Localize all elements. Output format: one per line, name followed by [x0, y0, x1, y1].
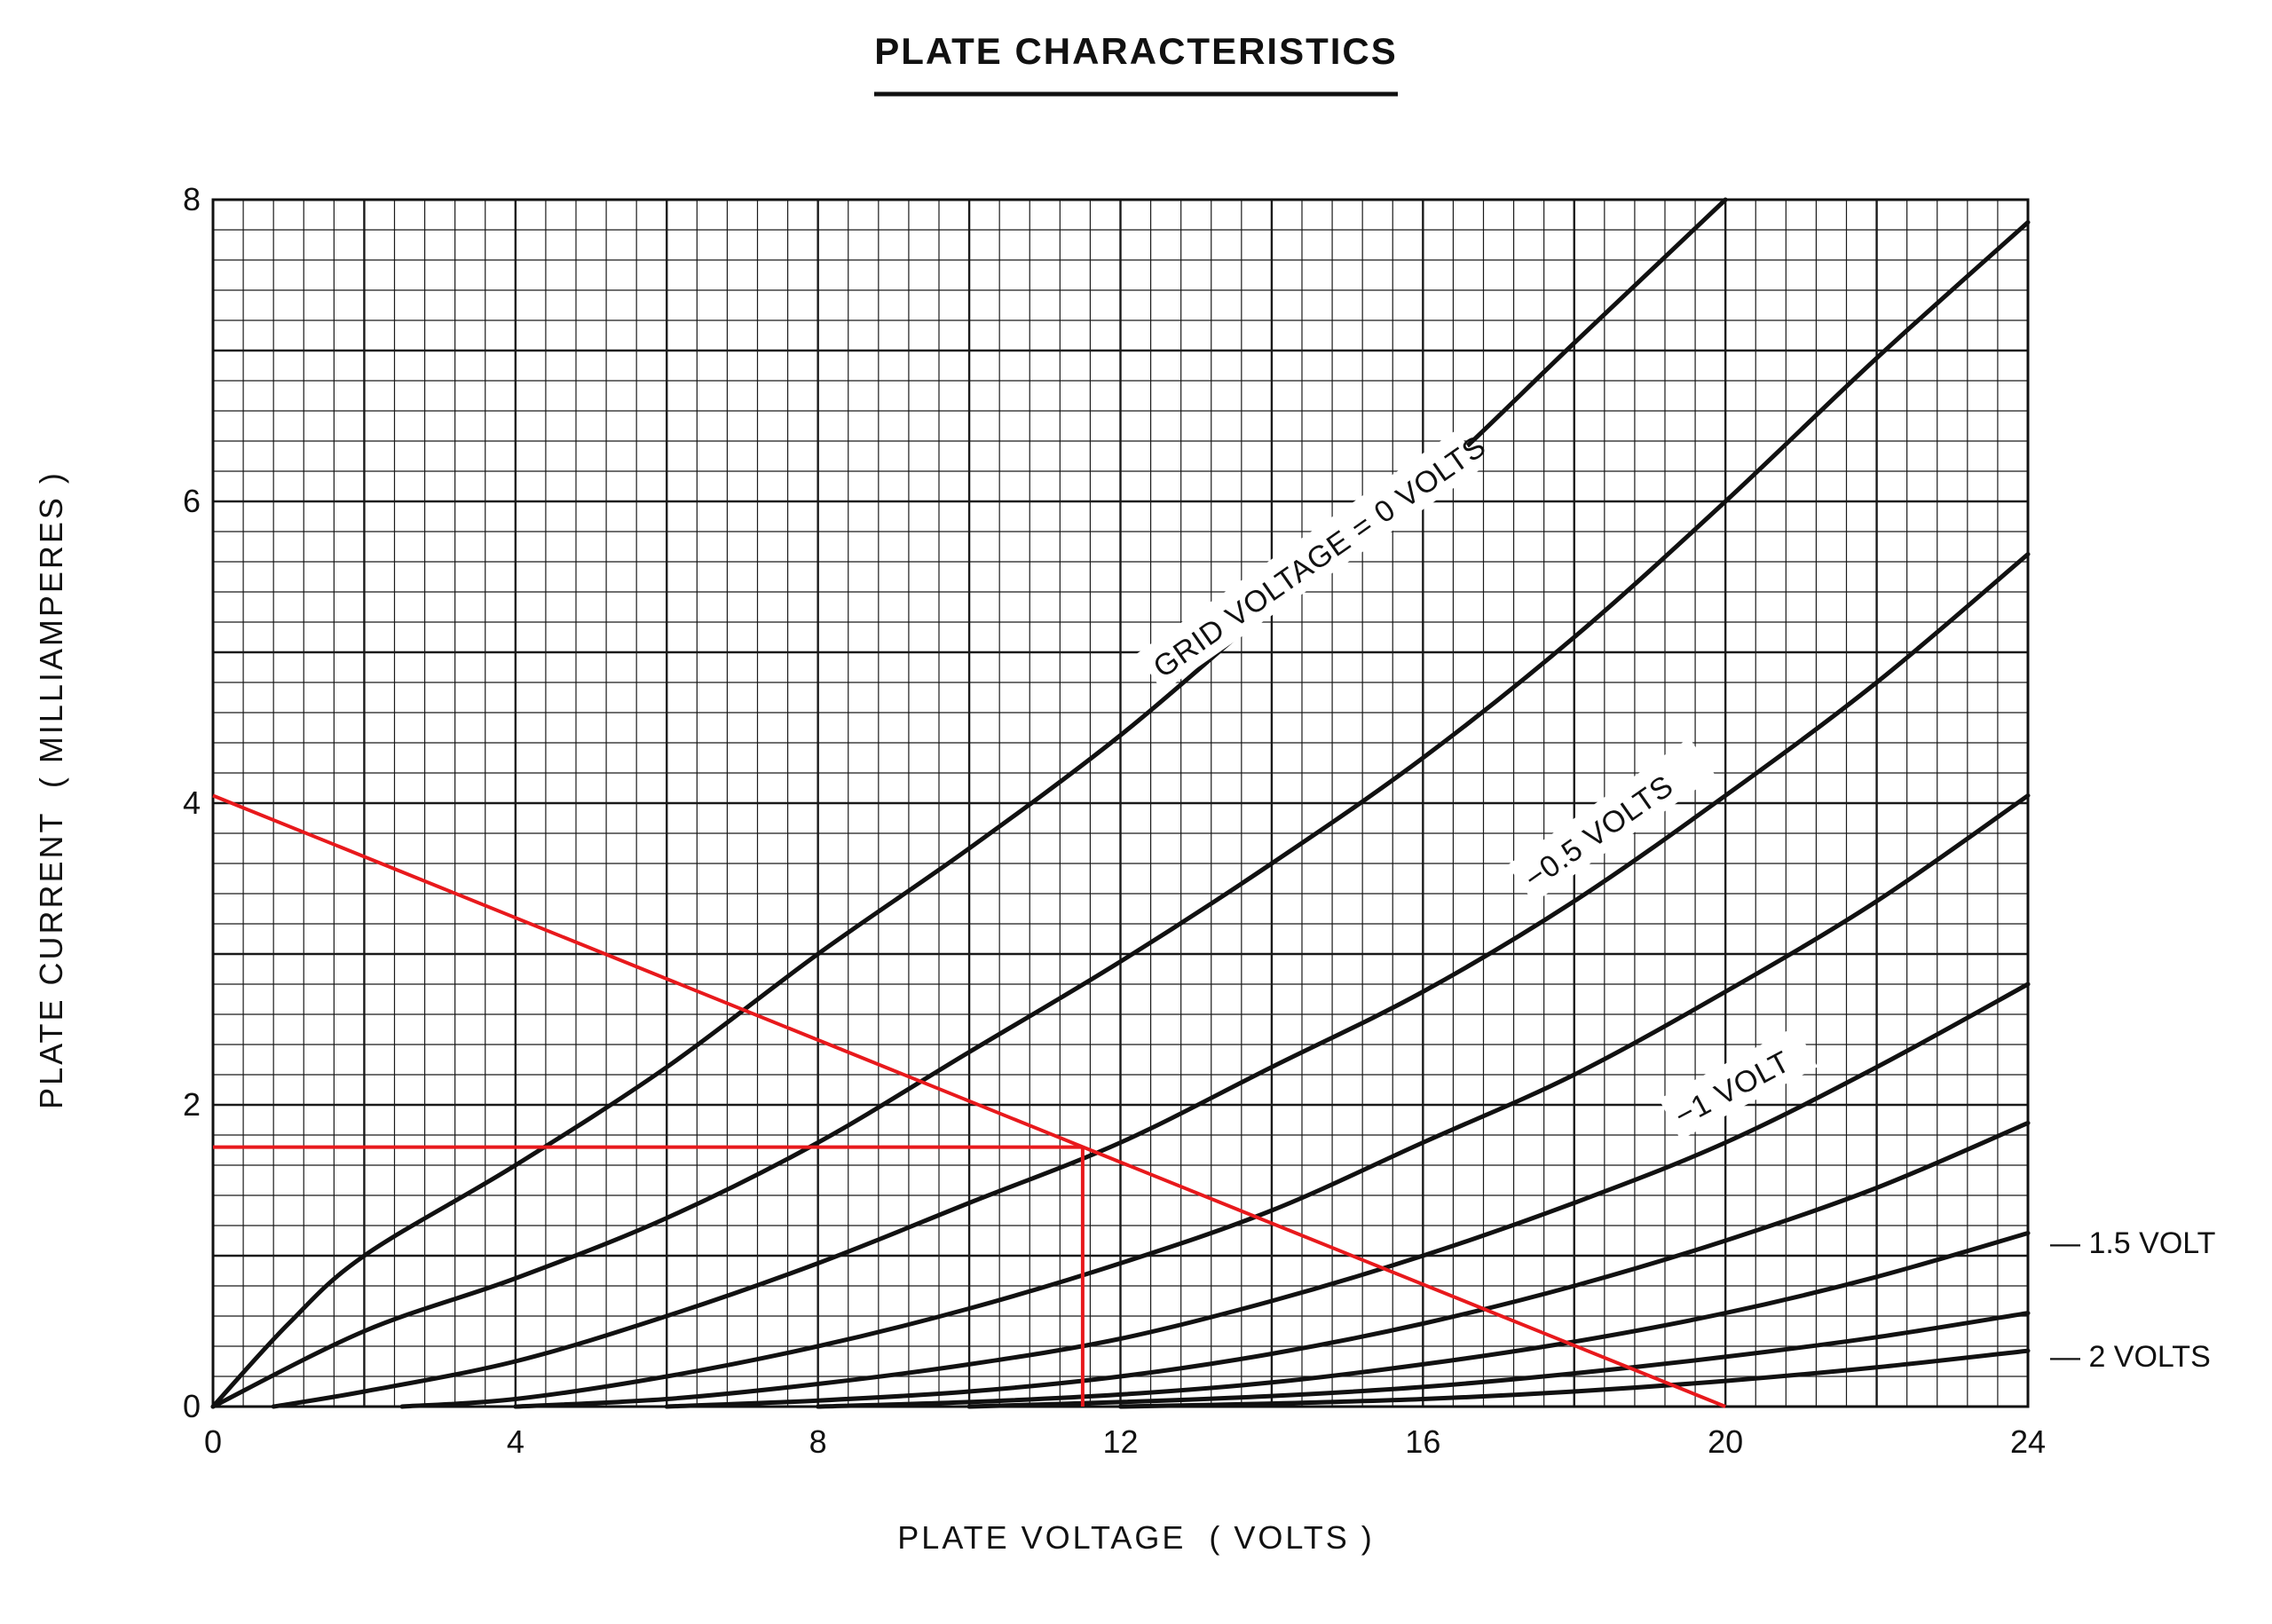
x-tick-label: 24: [2010, 1423, 2046, 1460]
curve-label-05v-text: −0.5 VOLTS: [1519, 769, 1680, 895]
y-tick-label: 8: [183, 181, 201, 217]
y-tick-label: 0: [183, 1388, 201, 1424]
load-line-overlay: [212, 793, 1726, 1408]
series-curve-2: [271, 552, 2031, 1409]
curve-label-1v: −1 VOLT: [1659, 1026, 1818, 1140]
x-tick-label: 20: [1708, 1423, 1743, 1460]
series-curve-4: [513, 981, 2031, 1409]
x-axis-label: PLATE VOLTAGE ( VOLTS ): [897, 1519, 1374, 1556]
load-line: [212, 793, 1726, 1408]
series-curve-3: [399, 793, 2031, 1409]
x-tick-label: 4: [507, 1423, 525, 1460]
y-tick-label: 6: [183, 483, 201, 519]
x-tick-label: 0: [204, 1423, 222, 1460]
x-tick-label: 8: [809, 1423, 827, 1460]
y-tick-labels: 0 2 4 6 8: [183, 181, 201, 1424]
x-tick-label: 16: [1405, 1423, 1440, 1460]
series-curve-6: [816, 1231, 2031, 1409]
series-curve-7: [966, 1311, 2031, 1409]
series-curve-8: [1118, 1348, 2031, 1409]
side-label-2v: — 2 VOLTS: [2050, 1340, 2211, 1374]
side-label-1-5v: — 1.5 VOLT: [2050, 1226, 2215, 1260]
y-tick-label: 2: [183, 1086, 201, 1123]
series-curve-1: [210, 220, 2031, 1409]
y-tick-label: 4: [183, 784, 201, 821]
chart-title: PLATE CHARACTERISTICS: [874, 30, 1398, 72]
x-tick-label: 12: [1102, 1423, 1138, 1460]
series-curve-5: [664, 1120, 2031, 1409]
curve-label-0v-text: GRID VOLTAGE = 0 VOLTS: [1148, 429, 1493, 684]
series-curves: [210, 197, 2031, 1409]
curve-label-0v: GRID VOLTAGE = 0 VOLTS: [1136, 429, 1493, 692]
x-tick-labels: 0 4 8 12 16 20 24: [204, 1423, 2046, 1460]
y-axis-label: PLATE CURRENT ( MILLIAMPERES ): [33, 470, 69, 1109]
